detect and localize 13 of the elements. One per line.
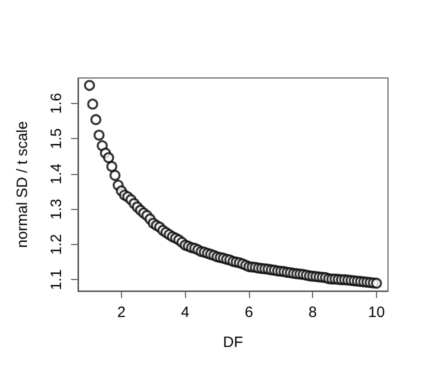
x-tick-label: 2: [117, 304, 126, 321]
y-tick-label: 1.4: [48, 163, 65, 184]
x-tick-label: 4: [180, 304, 190, 321]
x-axis-title: DF: [223, 334, 243, 351]
x-tick-label: 10: [368, 304, 385, 321]
y-tick-label: 1.2: [48, 234, 65, 255]
y-tick-label: 1.5: [48, 128, 65, 150]
y-tick-label: 1.6: [48, 92, 65, 114]
y-axis-title: normal SD / t scale: [14, 121, 31, 248]
y-tick-label: 1.3: [48, 198, 65, 220]
x-tick-label: 8: [308, 304, 317, 321]
y-tick-label: 1.1: [48, 269, 65, 290]
x-tick-label: 6: [244, 304, 254, 321]
